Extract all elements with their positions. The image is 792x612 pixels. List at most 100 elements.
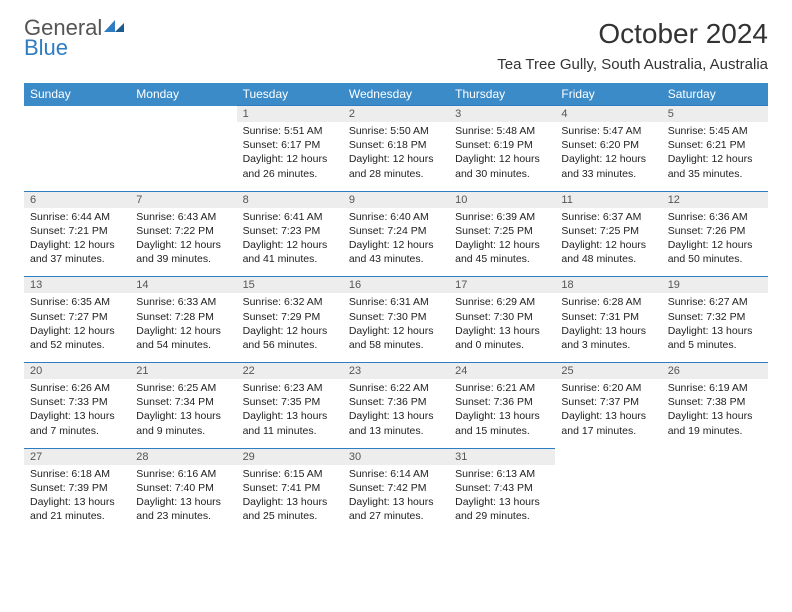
sunset-line: Sunset: 7:22 PM (136, 224, 230, 238)
day-number: 15 (237, 277, 343, 294)
day-blank (24, 106, 130, 123)
day-cell: Sunrise: 6:28 AMSunset: 7:31 PMDaylight:… (555, 293, 661, 362)
sunrise-line: Sunrise: 5:45 AM (668, 124, 762, 138)
daylight-line: Daylight: 12 hours and 37 minutes. (30, 238, 124, 266)
day-cell: Sunrise: 6:41 AMSunset: 7:23 PMDaylight:… (237, 208, 343, 277)
day-blank (24, 122, 130, 191)
daylight-line: Daylight: 12 hours and 58 minutes. (349, 324, 443, 352)
day-cell: Sunrise: 5:51 AMSunset: 6:17 PMDaylight:… (237, 122, 343, 191)
day-cell: Sunrise: 6:16 AMSunset: 7:40 PMDaylight:… (130, 465, 236, 534)
sunrise-line: Sunrise: 6:35 AM (30, 295, 124, 309)
day-number-row: 2728293031 (24, 448, 768, 465)
sunrise-line: Sunrise: 6:27 AM (668, 295, 762, 309)
sunset-line: Sunset: 7:40 PM (136, 481, 230, 495)
day-number-row: 12345 (24, 106, 768, 123)
day-cell: Sunrise: 5:48 AMSunset: 6:19 PMDaylight:… (449, 122, 555, 191)
daylight-line: Daylight: 12 hours and 41 minutes. (243, 238, 337, 266)
day-cell: Sunrise: 6:26 AMSunset: 7:33 PMDaylight:… (24, 379, 130, 448)
day-cell: Sunrise: 6:18 AMSunset: 7:39 PMDaylight:… (24, 465, 130, 534)
weekday-header: Sunday (24, 83, 130, 106)
sunset-line: Sunset: 7:23 PM (243, 224, 337, 238)
header: General Blue October 2024 Tea Tree Gully… (24, 18, 768, 79)
day-detail-row: Sunrise: 6:26 AMSunset: 7:33 PMDaylight:… (24, 379, 768, 448)
daylight-line: Daylight: 12 hours and 54 minutes. (136, 324, 230, 352)
day-number: 6 (24, 191, 130, 208)
day-blank (555, 448, 661, 465)
daylight-line: Daylight: 13 hours and 0 minutes. (455, 324, 549, 352)
sunset-line: Sunset: 7:41 PM (243, 481, 337, 495)
weekday-header: Thursday (449, 83, 555, 106)
daylight-line: Daylight: 12 hours and 48 minutes. (561, 238, 655, 266)
daylight-line: Daylight: 13 hours and 29 minutes. (455, 495, 549, 523)
day-number-row: 13141516171819 (24, 277, 768, 294)
daylight-line: Daylight: 13 hours and 13 minutes. (349, 409, 443, 437)
sunset-line: Sunset: 7:42 PM (349, 481, 443, 495)
day-number: 24 (449, 363, 555, 380)
sunrise-line: Sunrise: 6:25 AM (136, 381, 230, 395)
day-cell: Sunrise: 6:35 AMSunset: 7:27 PMDaylight:… (24, 293, 130, 362)
day-cell: Sunrise: 5:50 AMSunset: 6:18 PMDaylight:… (343, 122, 449, 191)
sunrise-line: Sunrise: 6:18 AM (30, 467, 124, 481)
weekday-header: Monday (130, 83, 236, 106)
sunrise-line: Sunrise: 6:41 AM (243, 210, 337, 224)
sunrise-line: Sunrise: 6:14 AM (349, 467, 443, 481)
day-number: 7 (130, 191, 236, 208)
day-cell: Sunrise: 6:20 AMSunset: 7:37 PMDaylight:… (555, 379, 661, 448)
sunrise-line: Sunrise: 6:39 AM (455, 210, 549, 224)
daylight-line: Daylight: 13 hours and 25 minutes. (243, 495, 337, 523)
logo-mark-icon (104, 18, 126, 32)
day-number: 31 (449, 448, 555, 465)
calendar-table: SundayMondayTuesdayWednesdayThursdayFrid… (24, 83, 768, 533)
month-title: October 2024 (497, 18, 768, 50)
day-number: 5 (662, 106, 768, 123)
day-cell: Sunrise: 6:15 AMSunset: 7:41 PMDaylight:… (237, 465, 343, 534)
day-number: 23 (343, 363, 449, 380)
day-number: 28 (130, 448, 236, 465)
day-cell: Sunrise: 6:29 AMSunset: 7:30 PMDaylight:… (449, 293, 555, 362)
day-cell: Sunrise: 6:32 AMSunset: 7:29 PMDaylight:… (237, 293, 343, 362)
daylight-line: Daylight: 12 hours and 45 minutes. (455, 238, 549, 266)
sunrise-line: Sunrise: 5:47 AM (561, 124, 655, 138)
day-number: 21 (130, 363, 236, 380)
day-number: 13 (24, 277, 130, 294)
day-cell: Sunrise: 6:27 AMSunset: 7:32 PMDaylight:… (662, 293, 768, 362)
daylight-line: Daylight: 12 hours and 39 minutes. (136, 238, 230, 266)
sunset-line: Sunset: 6:19 PM (455, 138, 549, 152)
daylight-line: Daylight: 13 hours and 9 minutes. (136, 409, 230, 437)
day-blank (130, 122, 236, 191)
sunset-line: Sunset: 7:43 PM (455, 481, 549, 495)
daylight-line: Daylight: 12 hours and 52 minutes. (30, 324, 124, 352)
daylight-line: Daylight: 12 hours and 43 minutes. (349, 238, 443, 266)
day-detail-row: Sunrise: 6:35 AMSunset: 7:27 PMDaylight:… (24, 293, 768, 362)
day-cell: Sunrise: 6:25 AMSunset: 7:34 PMDaylight:… (130, 379, 236, 448)
sunrise-line: Sunrise: 6:15 AM (243, 467, 337, 481)
sunrise-line: Sunrise: 6:16 AM (136, 467, 230, 481)
sunset-line: Sunset: 7:28 PM (136, 310, 230, 324)
sunset-line: Sunset: 7:21 PM (30, 224, 124, 238)
day-cell: Sunrise: 6:44 AMSunset: 7:21 PMDaylight:… (24, 208, 130, 277)
sunset-line: Sunset: 7:35 PM (243, 395, 337, 409)
title-block: October 2024 Tea Tree Gully, South Austr… (497, 18, 768, 79)
daylight-line: Daylight: 12 hours and 33 minutes. (561, 152, 655, 180)
sunrise-line: Sunrise: 6:22 AM (349, 381, 443, 395)
day-blank (555, 465, 661, 534)
daylight-line: Daylight: 13 hours and 23 minutes. (136, 495, 230, 523)
day-number: 10 (449, 191, 555, 208)
day-number: 12 (662, 191, 768, 208)
day-number: 30 (343, 448, 449, 465)
sunrise-line: Sunrise: 6:19 AM (668, 381, 762, 395)
sunrise-line: Sunrise: 5:51 AM (243, 124, 337, 138)
day-number: 18 (555, 277, 661, 294)
day-cell: Sunrise: 6:36 AMSunset: 7:26 PMDaylight:… (662, 208, 768, 277)
sunset-line: Sunset: 7:38 PM (668, 395, 762, 409)
weekday-header: Friday (555, 83, 661, 106)
sunrise-line: Sunrise: 5:50 AM (349, 124, 443, 138)
daylight-line: Daylight: 13 hours and 3 minutes. (561, 324, 655, 352)
day-number: 3 (449, 106, 555, 123)
sunrise-line: Sunrise: 6:21 AM (455, 381, 549, 395)
logo: General Blue (24, 18, 126, 58)
sunrise-line: Sunrise: 6:23 AM (243, 381, 337, 395)
day-number: 17 (449, 277, 555, 294)
daylight-line: Daylight: 13 hours and 17 minutes. (561, 409, 655, 437)
day-cell: Sunrise: 6:40 AMSunset: 7:24 PMDaylight:… (343, 208, 449, 277)
